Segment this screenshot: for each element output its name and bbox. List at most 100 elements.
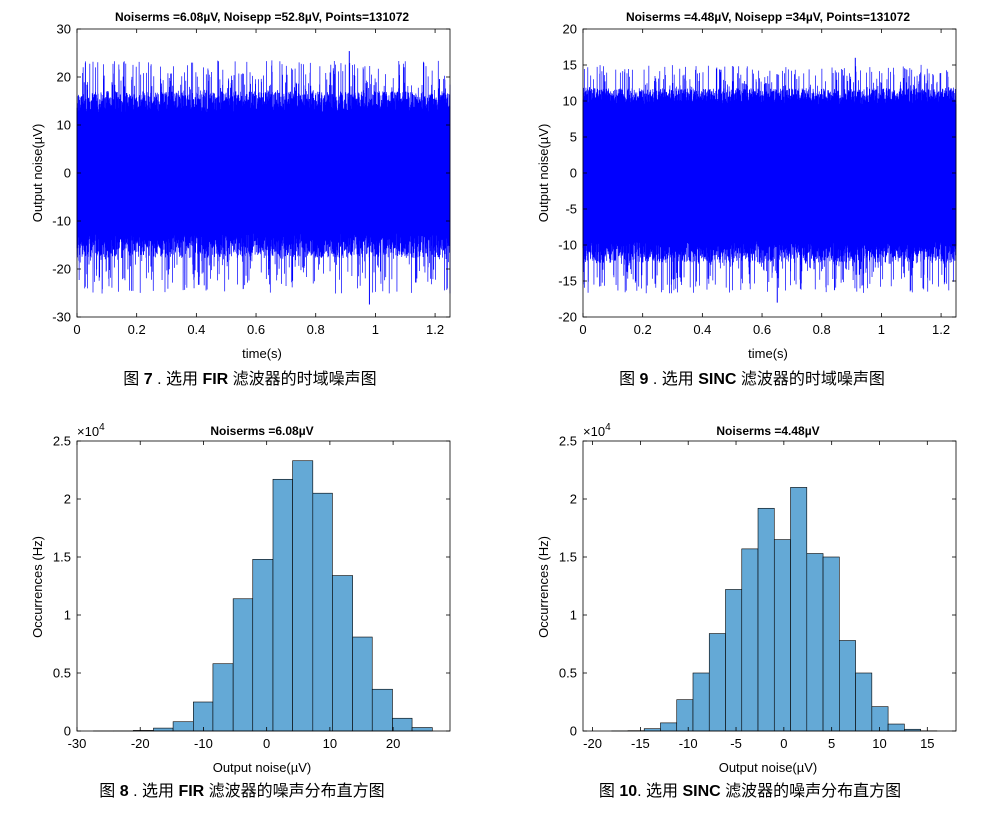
figure-caption: 图 9 . 选用 SINC 滤波器的时域噪声图 <box>619 370 885 388</box>
x-tick-label: 5 <box>828 736 835 751</box>
x-tick-label: -5 <box>730 736 742 751</box>
x-tick-label: 0.6 <box>247 322 265 337</box>
x-tick-label: 15 <box>920 736 934 751</box>
histogram-bar <box>855 672 873 732</box>
x-tick-label: 10 <box>323 736 337 751</box>
x-tick-label: -10 <box>679 736 698 751</box>
figure-caption: 图 10. 选用 SINC 滤波器的噪声分布直方图 <box>599 782 901 800</box>
noise-core-band <box>583 121 956 225</box>
panel-fig7: Noiserms =6.08µV, Noisepp =52.8µV, Point… <box>30 10 451 388</box>
x-tick-label: 0.8 <box>813 322 831 337</box>
axes-frame <box>76 440 451 732</box>
x-axis-label: time(s) <box>242 346 282 361</box>
x-tick-label: 20 <box>386 736 400 751</box>
histogram-bar <box>172 721 194 732</box>
histogram-bar <box>692 672 710 732</box>
histogram-bar <box>708 633 726 732</box>
y-tick-label: 2 <box>64 492 71 507</box>
x-tick-label: -20 <box>583 736 602 751</box>
y-tick-label: 20 <box>57 70 71 85</box>
x-tick-label: -20 <box>131 736 150 751</box>
panel-fig10: Noiserms =4.48µV ×104 -20 -15 -10 -5 0 5 10 150… <box>536 422 957 800</box>
y-tick-label: 0 <box>64 724 71 739</box>
histogram-bar <box>822 556 840 732</box>
x-tick-label: 0.6 <box>753 322 771 337</box>
x-tick-label: 1.2 <box>426 322 444 337</box>
histogram-bar <box>790 487 808 732</box>
histogram-bar <box>153 727 174 732</box>
y-tick-label: -15 <box>558 274 577 289</box>
chart-title: Noiserms =4.48µV <box>716 424 819 438</box>
y-tick-label: 1.5 <box>53 550 71 565</box>
histogram-bar <box>773 539 791 732</box>
y-tick-label: 1 <box>64 608 71 623</box>
panel-fig8: Noiserms =6.08µV ×104 -30 -20 -10 0 10 20 0 0.5… <box>30 422 451 800</box>
histogram-bar <box>312 492 333 732</box>
plot-area: 0 0.2 0.4 0.6 0.8 1 1.2 -30 -20 -10 0 10 20 30 <box>52 22 451 337</box>
x-tick-label: 0.8 <box>307 322 325 337</box>
chart-title: Noiserms =6.08µV <box>210 424 313 438</box>
histogram-bar <box>806 553 824 732</box>
histogram-bar <box>352 636 373 732</box>
y-tick-label: 15 <box>563 58 577 73</box>
panel-fig9: Noiserms =4.48µV, Noisepp =34µV, Points=… <box>536 10 957 388</box>
histogram-bar <box>392 717 413 732</box>
y-axis-label: Output noise(µV) <box>536 124 551 223</box>
y-tick-label: -30 <box>52 310 71 325</box>
histogram-bar <box>371 688 393 732</box>
x-tick-label: 1 <box>372 322 379 337</box>
x-tick-label: 0 <box>780 736 787 751</box>
histogram-bar <box>757 507 775 732</box>
histogram-bar <box>232 598 254 732</box>
y-tick-label: -20 <box>558 310 577 325</box>
x-tick-label: 0 <box>263 736 270 751</box>
x-tick-label: 0 <box>73 322 80 337</box>
histogram-bar <box>272 478 293 732</box>
x-tick-label: 0.2 <box>634 322 652 337</box>
plot-area: 0 0.2 0.4 0.6 0.8 1 1.2 -20 -15 -10 -5 0 5 10 15 20 <box>558 22 957 337</box>
histogram-bar <box>871 706 889 732</box>
x-tick-label: 0.4 <box>693 322 711 337</box>
x-tick-label: 10 <box>872 736 886 751</box>
histogram-bar <box>660 722 678 732</box>
histogram-bar <box>332 575 353 732</box>
y-tick-label: 5 <box>570 130 577 145</box>
y-tick-label: -20 <box>52 262 71 277</box>
chart-title: Noiserms =6.08µV, Noisepp =52.8µV, Point… <box>115 10 409 24</box>
axes-frame <box>582 440 957 732</box>
x-axis-label: Output noise(µV) <box>719 760 818 775</box>
histogram-bar <box>292 460 314 732</box>
y-tick-label: 0.5 <box>53 666 71 681</box>
y-tick-label: 10 <box>57 118 71 133</box>
histogram-bar <box>212 663 234 732</box>
y-tick-label: -10 <box>52 214 71 229</box>
x-axis-label: Output noise(µV) <box>213 760 312 775</box>
y-tick-label: 2.5 <box>53 434 71 449</box>
x-tick-label: 1.2 <box>932 322 950 337</box>
histogram-bar <box>741 548 759 732</box>
histogram-bar <box>193 701 214 732</box>
y-tick-label: 20 <box>563 22 577 37</box>
histogram-bar <box>676 699 694 732</box>
y-tick-label: 1 <box>570 608 577 623</box>
histogram-bar <box>839 640 856 732</box>
y-exponent-label: ×104 <box>77 422 105 439</box>
y-tick-label: 2 <box>570 492 577 507</box>
y-exponent-label: ×104 <box>583 422 611 439</box>
histogram-bar <box>252 559 274 732</box>
histogram-bar <box>725 589 743 732</box>
y-tick-label: 1.5 <box>559 550 577 565</box>
y-tick-label: 2.5 <box>559 434 577 449</box>
x-tick-label: -10 <box>194 736 213 751</box>
chart-title: Noiserms =4.48µV, Noisepp =34µV, Points=… <box>626 10 910 24</box>
noise-core-band <box>77 128 450 218</box>
y-tick-label: 0 <box>64 166 71 181</box>
plot-area: -20 -15 -10 -5 0 5 10 15 0 0.5 1 1.5 2 2.5 <box>559 434 957 751</box>
y-tick-label: -10 <box>558 238 577 253</box>
x-tick-label: 0 <box>579 322 586 337</box>
y-axis-label: Occurrences (Hz) <box>30 536 45 638</box>
x-tick-label: -15 <box>631 736 650 751</box>
x-tick-label: 0.2 <box>128 322 146 337</box>
figure-caption: 图 8 . 选用 FIR 滤波器的噪声分布直方图 <box>99 782 384 800</box>
